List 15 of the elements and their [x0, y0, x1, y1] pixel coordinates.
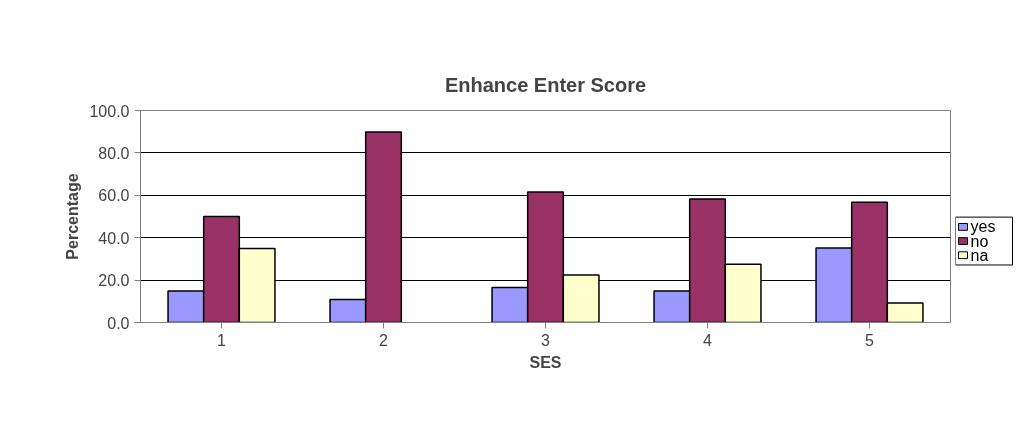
y-tick-label: 80.0 — [98, 144, 130, 162]
y-tick-label: 20.0 — [98, 272, 130, 290]
x-tick-label: 5 — [865, 331, 875, 349]
y-axis-title: Percentage — [64, 173, 82, 260]
x-tick-label: 3 — [541, 331, 551, 349]
y-tick-label: 100.0 — [89, 102, 130, 120]
legend-label: na — [970, 246, 989, 264]
y-tick-label: 40.0 — [98, 229, 130, 247]
x-tick-label: 4 — [703, 331, 713, 349]
y-tick-label: 60.0 — [98, 187, 130, 205]
x-axis-title: SES — [529, 353, 562, 371]
x-tick-label: 2 — [379, 331, 389, 349]
x-tick-label: 1 — [217, 331, 227, 349]
chart-title: Enhance Enter Score — [444, 73, 647, 96]
y-tick-label: 0.0 — [107, 314, 130, 332]
